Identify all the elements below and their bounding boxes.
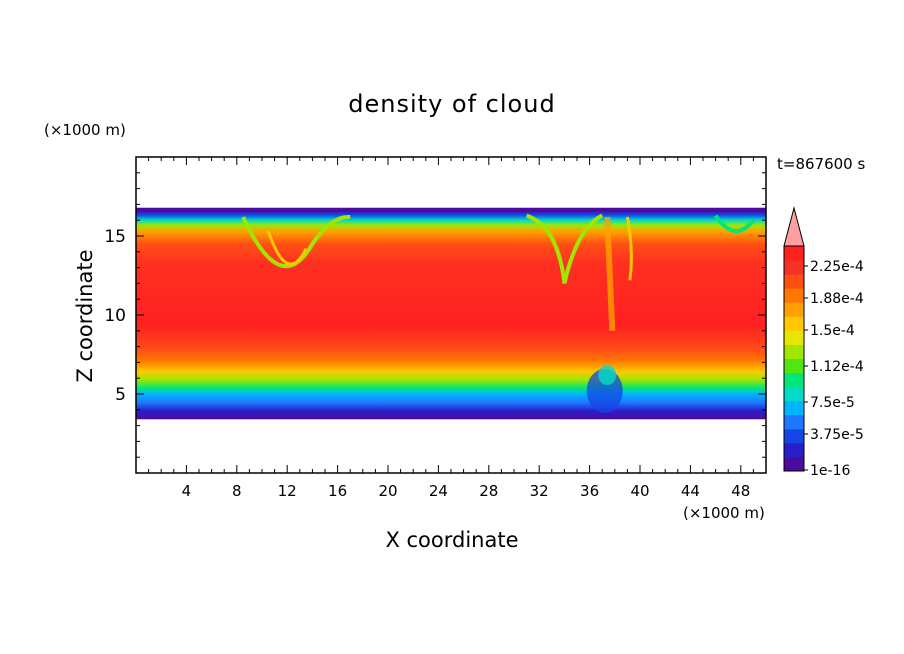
colorbar-swatch: [784, 344, 804, 359]
colorbar-swatch: [784, 274, 804, 289]
lower-disturbance-core: [598, 365, 617, 386]
x-tick-label: 8: [232, 482, 242, 500]
x-tick-label: 16: [328, 482, 347, 500]
colorbar: 2.25e-4 1.88e-4 1.5e-4 1.12e-4 7.5e-5 3.75e-5…: [783, 206, 864, 479]
colorbar-swatch: [784, 428, 804, 444]
x-tick-label: 4: [182, 482, 192, 500]
colorbar-frame: [783, 245, 805, 472]
cloud-features: [241, 213, 755, 413]
x-tick-label: 12: [278, 482, 297, 500]
colorbar-swatch: [784, 316, 804, 331]
x-tick-label: 36: [580, 482, 599, 500]
x-tick-label: 40: [630, 482, 649, 500]
x-tick-label: 44: [681, 482, 700, 500]
colorbar-swatch: [784, 372, 804, 388]
colorbar-swatch: [784, 442, 804, 458]
colorbar-label: 1.88e-4: [810, 291, 864, 307]
colorbar-label: 3.75e-5: [810, 427, 864, 443]
colorbar-label: 1.5e-4: [810, 323, 855, 339]
y-unit-label: (×1000 m): [44, 121, 126, 139]
colorbar-swatch: [784, 288, 804, 303]
colorbar-swatch: [784, 414, 804, 430]
x-tick-label: 48: [731, 482, 750, 500]
y-tick-label: 5: [115, 385, 126, 405]
eddy-12-outer: [241, 215, 351, 269]
eddy-12-inner: [266, 230, 308, 266]
chart-title: density of cloud: [348, 90, 555, 118]
y-axis-label: Z coordinate: [73, 249, 97, 382]
eddy-34: [525, 213, 604, 284]
colorbar-label: 2.25e-4: [810, 259, 864, 275]
colorbar-swatch: [784, 246, 804, 261]
colorbar-swatch: [784, 330, 804, 345]
plot-area: [136, 207, 766, 420]
colorbar-swatch: [784, 386, 804, 402]
x-tick-label: 20: [378, 482, 397, 500]
colorbar-extend-arrow: [783, 206, 805, 247]
x-unit-label: (×1000 m): [683, 504, 765, 522]
x-tick-label: 28: [479, 482, 498, 500]
colorbar-label: 7.5e-5: [810, 395, 855, 411]
colorbar-swatch: [784, 260, 804, 275]
cloud-top-edge: [136, 207, 766, 212]
y-tick-label: 10: [104, 306, 126, 326]
colorbar-swatch: [784, 302, 804, 317]
colorbar-label: 1e-16: [810, 463, 850, 479]
eddy-48: [713, 214, 755, 233]
colorbar-swatch: [784, 456, 804, 472]
colorbar-swatch: [784, 400, 804, 416]
colorbar-label: 1.12e-4: [810, 359, 864, 375]
x-tick-label: 24: [429, 482, 448, 500]
cloud-layer: [136, 207, 766, 420]
x-tick-label: 32: [530, 482, 549, 500]
y-tick-label: 15: [104, 227, 126, 247]
x-axis-label: X coordinate: [385, 528, 518, 552]
downdraft-column: [604, 216, 616, 331]
time-label: t=867600 s: [777, 155, 865, 173]
downdraft-streak: [625, 216, 633, 281]
cloud-band: [136, 210, 766, 420]
colorbar-swatch: [784, 358, 804, 374]
